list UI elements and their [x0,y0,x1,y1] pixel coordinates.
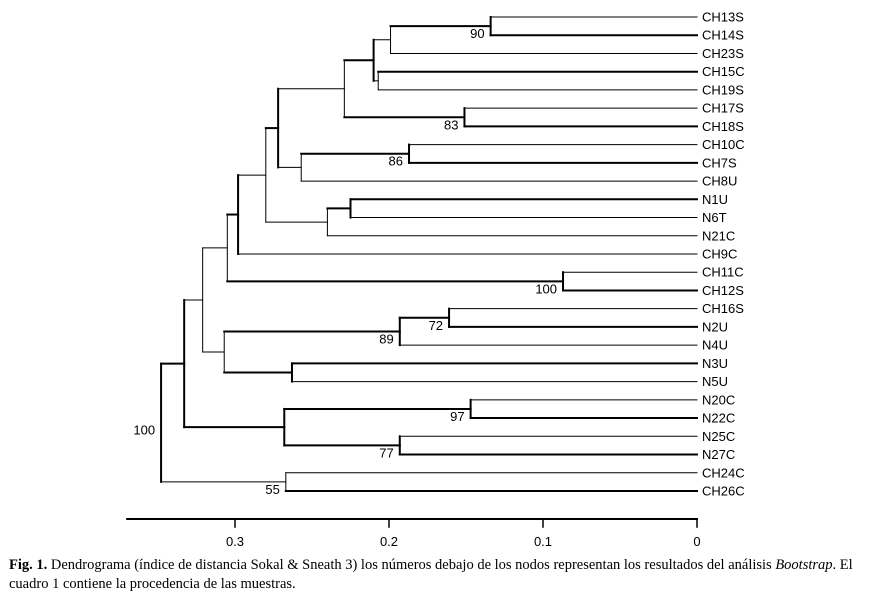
bootstrap-value: 55 [265,482,279,497]
leaf-label: N27C [702,447,735,462]
leaf-label: CH23S [702,46,744,61]
bootstrap-labels: 90 83 86 100 72 89 97 77 55 100 [133,26,557,497]
leaf-label: CH26C [702,483,745,498]
leaf-label: N25C [702,429,735,444]
leaf-labels: CH13S CH14S CH23S CH15C CH19S CH17S CH18S CH10C… [702,10,745,499]
leaf-label: N2U [702,319,728,334]
bootstrap-value: 97 [450,409,464,424]
leaf-label: N4U [702,338,728,353]
bootstrap-value: 72 [429,318,443,333]
leaf-label: CH17S [702,101,744,116]
bootstrap-value: 83 [444,117,458,132]
leaf-label: CH11C [702,265,744,280]
caption-label: Fig. 1. [9,557,48,573]
leaf-label: N6T [702,210,727,225]
leaf-label: CH15C [702,64,745,79]
leaf-label: N20C [702,392,735,407]
leaf-label: CH18S [702,119,744,134]
leaf-label: CH14S [702,28,744,43]
caption-italic-term: Bootstrap [775,557,833,573]
leaf-label: N21C [702,228,735,243]
leaf-label: CH10C [702,137,745,152]
caption-text-end: . El cuadro 1 contiene la procedencia de… [9,557,853,592]
bootstrap-value: 86 [389,154,403,169]
bootstrap-value: 90 [470,26,484,41]
leaf-label: CH16S [702,301,744,316]
bootstrap-value: 77 [379,445,393,460]
bootstrap-value: 89 [379,331,393,346]
figure-caption: Fig. 1. Dendrograma (índice de distancia… [9,556,884,594]
leaf-label: N1U [702,192,728,207]
leaf-label: CH9C [702,246,737,261]
leaf-label: CH19S [702,82,744,97]
leaf-label: CH7S [702,155,737,170]
axis-tick-label: 0.1 [534,534,552,549]
leaf-label: N5U [702,374,728,389]
leaf-label: CH24C [702,465,745,480]
bootstrap-value: 100 [133,423,155,438]
leaf-label: CH12S [702,283,744,298]
axis-tick-label: 0 [693,534,700,549]
leaf-label: CH13S [702,10,744,25]
axis-tick-label: 0.2 [380,534,398,549]
bootstrap-value: 100 [535,281,557,296]
leaf-label: N22C [702,411,735,426]
distance-axis: 0.3 0.2 0.1 0 [126,518,701,549]
caption-text: Dendrograma (índice de distancia Sokal &… [47,557,776,573]
axis-tick-label: 0.3 [226,534,244,549]
dendrogram-branches [160,16,698,492]
leaf-label: CH8U [702,174,737,189]
leaf-label: N3U [702,356,728,371]
